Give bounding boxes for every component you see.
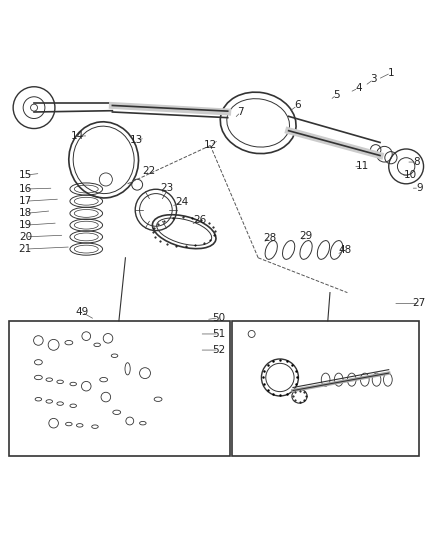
Text: 26: 26 (193, 215, 206, 225)
Text: 21: 21 (19, 244, 32, 254)
Text: 23: 23 (160, 183, 173, 193)
Text: 18: 18 (19, 208, 32, 219)
Text: 14: 14 (71, 131, 84, 141)
Text: 52: 52 (212, 345, 226, 355)
Text: 11: 11 (356, 161, 369, 172)
Text: 50: 50 (212, 313, 226, 323)
Bar (232, 321, 419, 456)
Bar (9, 321, 230, 456)
Text: 17: 17 (19, 196, 32, 206)
Text: 29: 29 (300, 231, 313, 241)
Text: 5: 5 (333, 90, 340, 100)
Text: 49: 49 (75, 307, 88, 317)
Text: 48: 48 (339, 245, 352, 255)
Text: 51: 51 (212, 329, 226, 339)
Text: 28: 28 (264, 233, 277, 243)
Text: 27: 27 (413, 298, 426, 309)
Text: 13: 13 (130, 135, 143, 146)
Text: 1: 1 (388, 68, 394, 78)
Text: 12: 12 (204, 140, 217, 150)
Text: 16: 16 (19, 184, 32, 194)
Text: 6: 6 (294, 100, 300, 110)
Text: 10: 10 (404, 170, 417, 180)
Text: 7: 7 (237, 107, 244, 117)
Text: 15: 15 (19, 170, 32, 180)
Text: 4: 4 (355, 83, 362, 93)
Text: 19: 19 (19, 220, 32, 230)
Text: 8: 8 (414, 157, 420, 167)
Text: 9: 9 (416, 183, 423, 193)
Text: 3: 3 (370, 75, 377, 84)
Text: 20: 20 (19, 232, 32, 242)
Text: 22: 22 (143, 166, 156, 176)
Text: 24: 24 (175, 197, 189, 207)
